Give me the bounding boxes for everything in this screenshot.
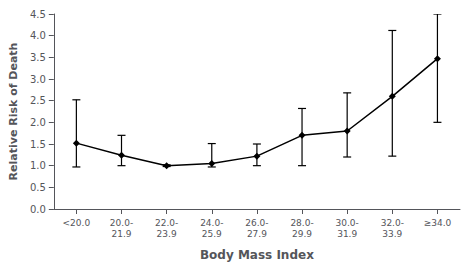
svg-text:1.5: 1.5: [30, 139, 46, 150]
svg-text:26.0-: 26.0-: [245, 218, 268, 228]
svg-text:30.0-: 30.0-: [336, 218, 359, 228]
svg-text:29.9: 29.9: [292, 229, 312, 239]
svg-text:<20.0: <20.0: [63, 218, 91, 228]
svg-text:0.0: 0.0: [30, 204, 46, 215]
svg-text:3.0: 3.0: [30, 74, 46, 85]
svg-text:33.9: 33.9: [382, 229, 402, 239]
svg-text:Relative Risk of Death: Relative Risk of Death: [7, 43, 20, 181]
svg-text:Body Mass Index: Body Mass Index: [200, 248, 314, 262]
svg-text:2.5: 2.5: [30, 95, 46, 106]
svg-text:20.0-: 20.0-: [110, 218, 133, 228]
svg-text:1.0: 1.0: [30, 160, 46, 171]
svg-text:21.9: 21.9: [111, 229, 131, 239]
svg-text:4.0: 4.0: [30, 30, 46, 41]
svg-text:25.9: 25.9: [202, 229, 222, 239]
svg-text:4.5: 4.5: [30, 9, 46, 20]
svg-text:32.0-: 32.0-: [381, 218, 404, 228]
svg-text:28.0-: 28.0-: [290, 218, 313, 228]
svg-text:3.5: 3.5: [30, 52, 46, 63]
svg-text:2.0: 2.0: [30, 117, 46, 128]
svg-text:0.5: 0.5: [30, 182, 46, 193]
svg-text:27.9: 27.9: [247, 229, 267, 239]
svg-text:23.9: 23.9: [157, 229, 177, 239]
svg-text:22.0-: 22.0-: [155, 218, 178, 228]
svg-text:24.0-: 24.0-: [200, 218, 223, 228]
svg-text:31.9: 31.9: [337, 229, 357, 239]
svg-text:≥34.0: ≥34.0: [424, 218, 452, 228]
